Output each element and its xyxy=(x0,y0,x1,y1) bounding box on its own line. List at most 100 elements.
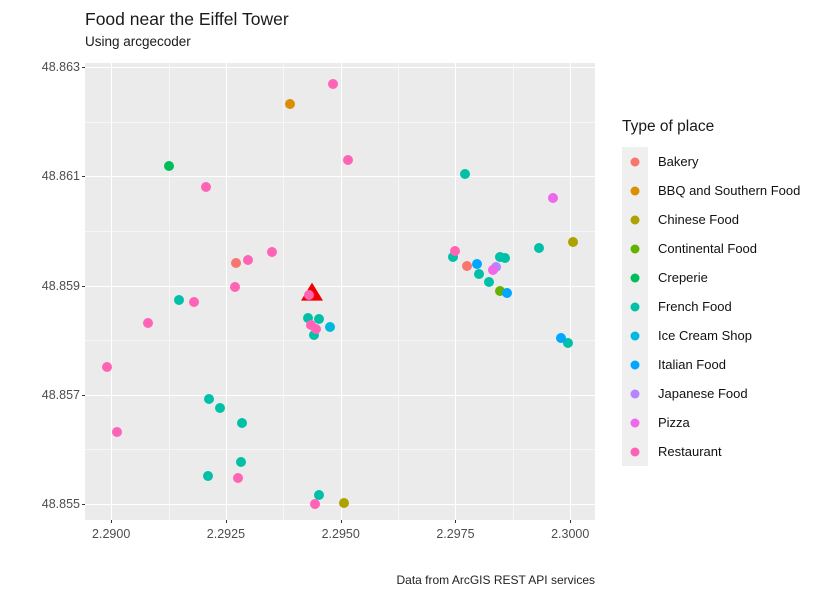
gridline-major-y xyxy=(85,394,595,396)
x-tick-label: 2.2950 xyxy=(321,527,360,541)
legend-key xyxy=(622,321,648,350)
legend-key xyxy=(622,350,648,379)
x-tick xyxy=(570,520,572,523)
data-point xyxy=(309,499,320,510)
legend-item: French Food xyxy=(622,292,800,321)
legend-item: Ice Cream Shop xyxy=(622,321,800,350)
legend-item: Italian Food xyxy=(622,350,800,379)
data-point xyxy=(236,457,247,468)
gridline-minor-y xyxy=(85,121,595,123)
data-point xyxy=(449,246,460,257)
gridline-major-x xyxy=(225,63,227,520)
y-tick xyxy=(82,394,85,396)
gridline-major-x xyxy=(111,63,113,520)
legend-swatch-icon xyxy=(630,418,640,427)
legend-swatch-icon xyxy=(630,244,640,253)
legend-key xyxy=(622,437,648,466)
data-point xyxy=(484,276,495,287)
legend-key xyxy=(622,176,648,205)
data-point xyxy=(548,192,559,203)
y-tick xyxy=(82,503,85,505)
gridline-major-y xyxy=(85,176,595,178)
gridline-major-y xyxy=(85,67,595,69)
legend-item-label: Bakery xyxy=(658,154,699,169)
legend-item: Pizza xyxy=(622,408,800,437)
data-point xyxy=(324,322,335,333)
legend-item-label: Continental Food xyxy=(658,241,758,256)
y-tick xyxy=(82,67,85,69)
data-point xyxy=(201,181,212,192)
legend-item-label: Pizza xyxy=(658,415,690,430)
y-tick-label: 48.861 xyxy=(41,169,80,184)
data-point xyxy=(311,323,322,334)
y-tick-label: 48.855 xyxy=(41,496,80,511)
legend-item: Restaurant xyxy=(622,437,800,466)
legend-key xyxy=(622,147,648,176)
legend-item: Chinese Food xyxy=(622,205,800,234)
x-tick xyxy=(455,520,457,523)
gridline-major-y xyxy=(85,285,595,287)
x-tick xyxy=(340,520,342,523)
data-point xyxy=(303,312,314,323)
x-tick-label: 2.2925 xyxy=(206,527,246,541)
data-point xyxy=(556,333,567,344)
gridline-minor-x xyxy=(168,63,170,520)
data-point xyxy=(533,243,544,254)
legend-swatch-icon xyxy=(630,331,640,340)
legend-key xyxy=(622,205,648,234)
data-point xyxy=(488,265,499,276)
data-point xyxy=(285,98,296,109)
data-point xyxy=(266,246,277,257)
legend-item-label: Restaurant xyxy=(658,444,722,459)
legend-key xyxy=(622,292,648,321)
legend-item-label: French Food xyxy=(658,299,732,314)
x-tick-label: 2.2975 xyxy=(436,527,475,541)
legend-item: Continental Food xyxy=(622,234,800,263)
data-point xyxy=(304,289,314,300)
data-point xyxy=(314,490,325,501)
legend-key xyxy=(622,263,648,292)
data-point xyxy=(102,361,113,372)
plot-panel xyxy=(85,63,595,520)
data-point xyxy=(314,314,325,325)
legend-swatch-icon xyxy=(630,302,640,311)
data-point xyxy=(343,154,354,165)
data-point xyxy=(500,253,511,264)
legend-items: Bakery BBQ and Southern Food Chinese Food C… xyxy=(622,147,800,466)
data-point xyxy=(143,318,154,329)
legend-swatch-icon xyxy=(630,215,640,224)
data-point xyxy=(174,294,185,305)
gridline-major-x xyxy=(570,63,572,520)
data-point xyxy=(472,258,483,269)
legend-item-label: Creperie xyxy=(658,270,708,285)
data-point xyxy=(214,402,225,413)
legend-key xyxy=(622,234,648,263)
data-point xyxy=(188,297,199,308)
data-point xyxy=(232,473,243,483)
legend-swatch-icon xyxy=(630,273,640,282)
legend-item: Bakery xyxy=(622,147,800,176)
data-point xyxy=(111,426,122,437)
data-point xyxy=(562,337,573,348)
legend-title: Type of place xyxy=(622,118,715,135)
data-point xyxy=(502,287,513,298)
data-point xyxy=(243,254,254,265)
legend-key xyxy=(622,408,648,437)
data-point xyxy=(339,497,350,508)
legend-item: BBQ and Southern Food xyxy=(622,176,800,205)
legend-item: Japanese Food xyxy=(622,379,800,408)
legend-item-label: Chinese Food xyxy=(658,212,739,227)
data-point xyxy=(309,330,320,341)
chart-caption: Data from ArcGIS REST API services xyxy=(396,573,595,587)
y-tick xyxy=(82,285,85,287)
data-point xyxy=(327,79,338,90)
x-tick xyxy=(111,520,113,523)
gridline-minor-x xyxy=(283,63,285,520)
legend-item-label: BBQ and Southern Food xyxy=(658,183,801,198)
legend-item-label: Japanese Food xyxy=(658,386,748,401)
legend: Type of place Bakery BBQ and Southern Foo… xyxy=(622,118,800,466)
gridline-major-x xyxy=(455,63,457,520)
x-tick-label: 2.3000 xyxy=(551,527,590,541)
chart-title: Food near the Eiffel Tower xyxy=(85,9,289,29)
